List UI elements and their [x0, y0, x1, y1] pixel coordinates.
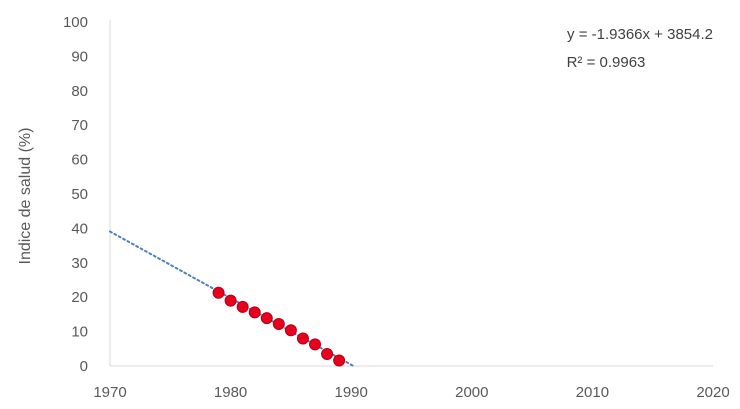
- data-point: [224, 294, 237, 307]
- data-point: [284, 324, 297, 337]
- y-tick-label: 40: [71, 220, 88, 237]
- x-tick-label: 2010: [576, 384, 609, 401]
- data-point: [260, 312, 273, 325]
- x-tick-label: 1990: [335, 384, 368, 401]
- y-tick-label: 60: [71, 152, 88, 169]
- data-point: [212, 286, 225, 299]
- x-tick-label: 2020: [696, 384, 729, 401]
- x-tick-label: 2000: [455, 384, 488, 401]
- trendline-equation: y = -1.9366x + 3854.2: [567, 26, 713, 43]
- y-tick-label: 10: [71, 324, 88, 341]
- data-point: [248, 306, 261, 319]
- y-tick-label: 90: [71, 48, 88, 65]
- x-tick-label: 1980: [214, 384, 247, 401]
- data-points: [212, 286, 346, 367]
- data-point: [321, 347, 334, 360]
- y-tick-label: 70: [71, 117, 88, 134]
- data-point: [272, 318, 285, 331]
- y-tick-label: 30: [71, 255, 88, 272]
- trendline-r-squared: R² = 0.9963: [567, 54, 646, 71]
- data-point: [296, 332, 309, 345]
- data-point: [333, 354, 346, 367]
- y-tick-label: 100: [63, 14, 88, 31]
- y-axis-label: Indice de salud (%): [17, 128, 34, 265]
- y-tick-label: 50: [71, 186, 88, 203]
- data-point: [236, 300, 249, 313]
- y-tick-label: 80: [71, 83, 88, 100]
- x-tick-label: 1970: [93, 384, 126, 401]
- y-tick-label: 20: [71, 289, 88, 306]
- y-tick-label: 0: [80, 358, 88, 375]
- data-point: [309, 338, 322, 351]
- x-axis-ticks: 1970 1980 1990 2000 2010 2020: [93, 384, 729, 401]
- y-axis-ticks: 0 10 20 30 40 50 60 70 80 90 100: [63, 14, 88, 375]
